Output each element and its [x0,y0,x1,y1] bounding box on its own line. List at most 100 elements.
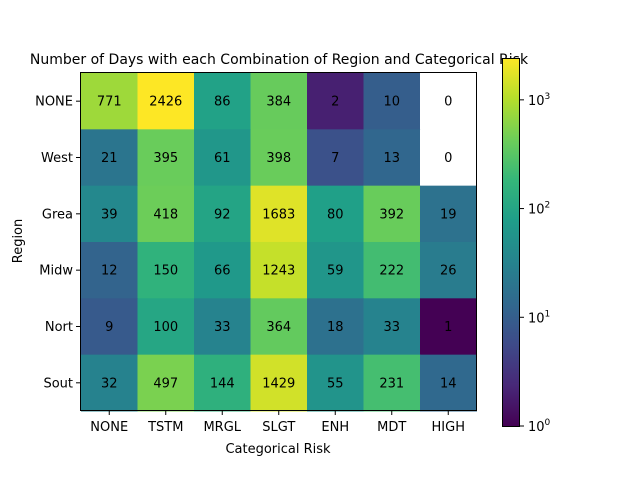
cell-value-label: 392 [379,207,404,222]
x-axis-ticks: NONE TSTM MRGL SLGT ENH MDT HIGH [90,411,465,435]
x-tick-label: SLGT [262,420,295,435]
heatmap-cell [137,354,195,412]
heatmap-cell [250,73,308,130]
cell-value-label: 1 [444,320,452,335]
heatmap-cell [420,298,477,356]
heatmap-cell [420,354,477,412]
x-tick-label: MDT [377,420,406,435]
cell-value-label: 55 [327,376,344,391]
heatmap-cell [250,298,308,356]
cell-value-label: 14 [440,376,457,391]
colorbar-tick-label: 102 [528,201,550,218]
x-tick-label: MRGL [203,420,241,435]
heatmap-cells [81,73,477,412]
cell-value-label: 771 [97,95,122,110]
cell-value-label: 80 [327,207,344,222]
heatmap-cell [137,185,195,243]
colorbar-gradient [502,58,519,426]
y-tick-label: NONE [35,95,73,110]
cell-value-label: 398 [266,151,291,166]
x-tick-label: NONE [90,420,128,435]
cell-value-label: 9 [105,320,113,335]
x-tick-label: TSTM [147,420,183,435]
cell-value-label: 18 [327,320,344,335]
heatmap-cell [137,298,195,356]
heatmap-cell [250,185,308,243]
cell-value-label: 61 [214,151,231,166]
cell-value-label: 21 [101,151,118,166]
heatmap-cell [137,73,195,130]
cell-value-label: 364 [266,320,291,335]
heatmap-cell [194,298,251,356]
heatmap-cell [307,185,364,243]
cell-value-label: 395 [153,151,178,166]
colorbar-tick-label: 100 [528,418,551,435]
heatmap-cell [194,241,251,299]
cell-value-label: 418 [153,207,178,222]
y-tick-label: Nort [45,320,73,335]
cell-value-label: 26 [440,264,457,279]
heatmap-cell [363,354,421,412]
heatmap-cell [307,129,364,187]
heatmap-cell [250,129,308,187]
heatmap-cell [363,298,421,356]
x-tick-label: ENH [321,420,349,435]
heatmap-cell [81,73,138,130]
colorbar-ticks: 100 101 102 103 [520,92,551,435]
cell-value-label: 33 [214,320,231,335]
cell-value-label: 222 [379,264,404,279]
y-axis-ticks: NONE West Grea Midw Nort Sout [35,95,80,391]
cell-value-label: 10 [383,95,400,110]
heatmap-cell [137,129,195,187]
heatmap-cell [194,129,251,187]
cell-value-label: 7 [331,151,339,166]
heatmap-cell [363,241,421,299]
cell-value-label: 92 [214,207,231,222]
heatmap-cell [81,241,138,299]
cell-value-label: 66 [214,264,231,279]
cell-value-label: 1243 [262,264,295,279]
heatmap-cell [420,73,477,130]
cell-value-label: 497 [153,376,178,391]
plot-frame [80,72,477,411]
colorbar-tick-label: 101 [528,309,550,326]
cell-value-label: 12 [101,264,118,279]
heatmap-cell [307,354,364,412]
cell-value-label: 59 [327,264,344,279]
cell-value-labels: 771 2426 86 384 2 10 021 395 61 398 7 13 039 418 92 168… [97,95,457,392]
heatmap-cell [250,241,308,299]
cell-value-label: 0 [444,95,452,110]
heatmap-cell [81,129,138,187]
x-tick-label: HIGH [432,420,465,435]
heatmap-cell [363,129,421,187]
heatmap-cell [420,185,477,243]
cell-value-label: 13 [383,151,400,166]
colorbar: 100 101 102 103 [502,58,551,435]
cell-value-label: 19 [440,207,457,222]
cell-value-label: 2 [331,95,339,110]
heatmap-cell [307,298,364,356]
heatmap-cell [81,354,138,412]
x-axis-label: Categorical Risk [225,442,331,457]
heatmap-cell [420,241,477,299]
heatmap-cell [363,73,421,130]
y-tick-label: Sout [43,376,73,391]
y-tick-label: West [41,151,73,166]
cell-value-label: 33 [383,320,400,335]
chart-title: Number of Days with each Combination of … [30,52,529,68]
heatmap-cell [307,73,364,130]
heatmap-cell [250,354,308,412]
heatmap-cell [81,185,138,243]
cell-value-label: 2426 [149,95,182,110]
cell-value-label: 1683 [262,207,295,222]
cell-value-label: 32 [101,376,118,391]
cell-value-label: 384 [266,95,291,110]
heatmap-cell [194,73,251,130]
heatmap-cell [307,241,364,299]
cell-value-label: 231 [379,376,404,391]
heatmap-cell [194,185,251,243]
heatmap-cell [420,129,477,187]
cell-value-label: 100 [153,320,178,335]
heatmap-cell [137,241,195,299]
